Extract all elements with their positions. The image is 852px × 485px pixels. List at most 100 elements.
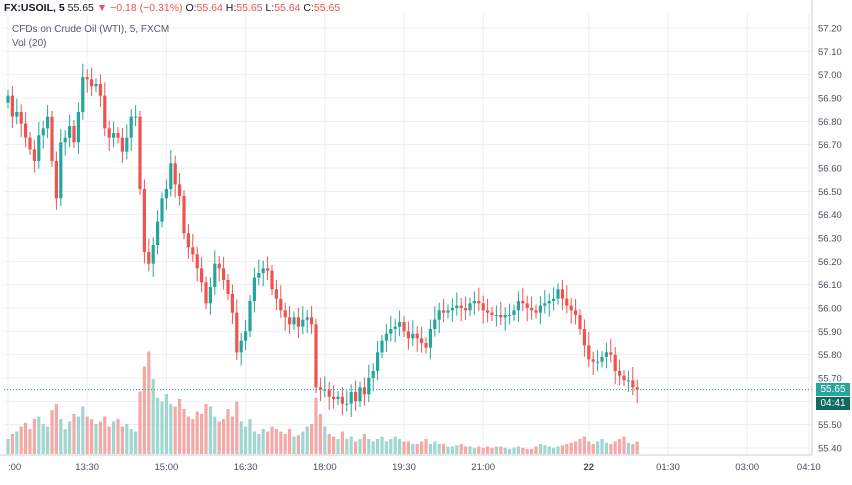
candle-body bbox=[481, 303, 485, 311]
candle-body bbox=[129, 116, 133, 138]
candle-body bbox=[305, 317, 309, 320]
candle-body bbox=[459, 305, 463, 308]
candle-body bbox=[10, 95, 14, 117]
volume-bar bbox=[340, 431, 344, 454]
volume-bar bbox=[226, 409, 230, 454]
x-tick-label: 16:30 bbox=[234, 462, 258, 473]
candle-body bbox=[552, 298, 556, 301]
volume-bar bbox=[600, 439, 604, 454]
candle-body bbox=[68, 126, 72, 138]
volume-bar bbox=[323, 426, 327, 454]
volume-bar bbox=[411, 444, 415, 454]
volume-bar bbox=[499, 446, 503, 454]
candle-body bbox=[94, 84, 98, 87]
candle-body bbox=[358, 387, 362, 402]
volume-bar bbox=[587, 441, 591, 454]
candle-body bbox=[591, 359, 595, 362]
candle-body bbox=[569, 305, 573, 311]
volume-bar bbox=[574, 441, 578, 454]
candle-body bbox=[398, 322, 402, 327]
candle-body bbox=[340, 396, 344, 404]
volume-bar bbox=[384, 441, 388, 454]
candle-body bbox=[420, 338, 424, 343]
candle-body bbox=[600, 357, 604, 362]
candle-body bbox=[288, 317, 292, 325]
candle-body bbox=[279, 298, 283, 311]
candle-body bbox=[200, 268, 204, 283]
candle-body bbox=[6, 95, 10, 103]
volume-bar bbox=[622, 436, 626, 454]
volume-bar bbox=[604, 442, 608, 454]
candle-body bbox=[604, 352, 608, 357]
candle-body bbox=[134, 116, 138, 118]
candle-body bbox=[468, 303, 472, 311]
volume-bar bbox=[41, 424, 45, 454]
candle-body bbox=[393, 326, 397, 329]
candle-body bbox=[464, 308, 468, 311]
candle-body bbox=[565, 298, 569, 306]
candle-body bbox=[521, 301, 525, 304]
bar-countdown-tag: 04:41 bbox=[816, 396, 850, 410]
candle-body bbox=[389, 329, 393, 334]
volume-bar bbox=[442, 444, 446, 454]
x-tick-label: 01:30 bbox=[656, 462, 680, 473]
candle-body bbox=[402, 322, 406, 332]
volume-bar bbox=[424, 439, 428, 454]
volume-bar bbox=[200, 414, 204, 454]
volume-bar bbox=[296, 435, 300, 454]
candle-body bbox=[164, 189, 168, 199]
y-tick-label: 55.70 bbox=[818, 374, 842, 385]
volume-bar bbox=[59, 419, 63, 454]
candle-body bbox=[503, 315, 507, 318]
volume-bar bbox=[525, 449, 529, 454]
volume-bar bbox=[556, 446, 560, 454]
candle-body bbox=[433, 319, 437, 329]
volume-bar bbox=[204, 404, 208, 454]
volume-bar bbox=[208, 406, 212, 454]
candle-body bbox=[455, 305, 459, 308]
chart-subtitle: CFDs on Crude Oil (WTI), 5, FXCM bbox=[12, 24, 170, 35]
volume-bar bbox=[358, 439, 362, 454]
low-value: 55.64 bbox=[274, 2, 301, 14]
volume-bar bbox=[134, 431, 138, 454]
candle-body bbox=[499, 315, 503, 318]
volume-bar bbox=[191, 419, 195, 454]
candle-body bbox=[85, 77, 89, 80]
candle-body bbox=[76, 112, 80, 143]
volume-bar bbox=[455, 445, 459, 454]
candle-body bbox=[310, 317, 314, 325]
x-tick-label: 19:30 bbox=[392, 462, 416, 473]
down-arrow-icon: ▼ bbox=[96, 2, 108, 14]
open-value: 55.64 bbox=[196, 2, 223, 14]
x-tick-label: 03:00 bbox=[735, 462, 759, 473]
candle-body bbox=[156, 221, 160, 245]
candle-body bbox=[626, 380, 630, 382]
volume-bar bbox=[371, 441, 375, 454]
candle-body bbox=[442, 310, 446, 313]
volume-bar bbox=[103, 416, 107, 454]
volume-indicator-label[interactable]: Vol (20) bbox=[12, 38, 47, 49]
volume-bar bbox=[354, 441, 358, 454]
x-tick-label: 22 bbox=[584, 462, 595, 473]
candle-body bbox=[50, 116, 54, 161]
candle-body bbox=[538, 305, 542, 313]
volume-bar bbox=[472, 447, 476, 454]
candle-body bbox=[574, 310, 578, 315]
candle-body bbox=[318, 387, 322, 390]
candle-body bbox=[213, 263, 217, 287]
candle-body bbox=[635, 387, 639, 390]
candle-body bbox=[596, 361, 600, 363]
candle-body bbox=[54, 161, 58, 199]
last-price-value: 55.65 bbox=[67, 2, 94, 14]
y-tick-label: 56.40 bbox=[818, 210, 842, 221]
candle-body bbox=[178, 184, 182, 196]
x-tick-label: 15:00 bbox=[155, 462, 179, 473]
volume-bar bbox=[50, 410, 54, 454]
y-axis-ticks: 57.20 57.10 57.00 56.90 56.80 56.70 56.60 56.50… bbox=[818, 24, 842, 455]
volume-bar bbox=[222, 419, 226, 454]
volume-bar bbox=[68, 421, 72, 454]
candle-body bbox=[90, 79, 94, 87]
candle-body bbox=[151, 245, 155, 264]
